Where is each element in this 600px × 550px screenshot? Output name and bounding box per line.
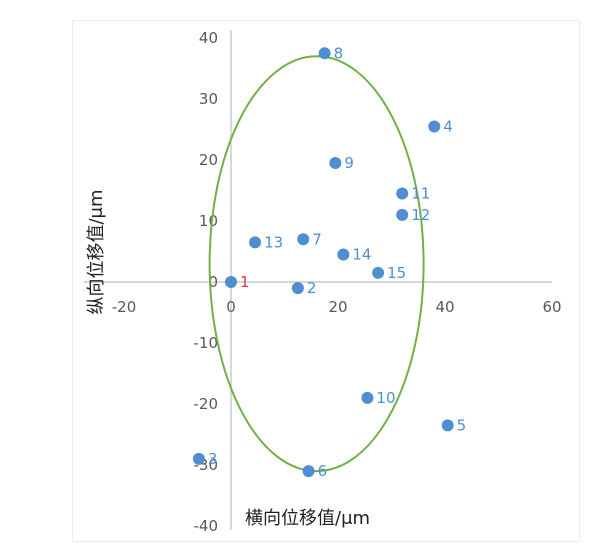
x-tick-label: 60 xyxy=(542,298,561,316)
y-tick-label: 40 xyxy=(199,29,218,47)
y-tick-label: 10 xyxy=(199,212,218,230)
point-label: 1 xyxy=(240,273,250,291)
data-point-6: 6 xyxy=(302,462,328,480)
data-point-10: 10 xyxy=(361,389,396,407)
data-point-2: 2 xyxy=(291,279,317,297)
y-tick-label: 0 xyxy=(208,273,218,291)
point-marker xyxy=(302,465,315,478)
point-label: 12 xyxy=(411,206,430,224)
point-marker xyxy=(337,248,350,261)
data-point-14: 14 xyxy=(337,246,371,264)
x-tick-label: -20 xyxy=(112,298,137,316)
data-point-13: 13 xyxy=(249,233,283,251)
point-marker xyxy=(361,391,374,404)
y-tick-label: -20 xyxy=(194,395,219,413)
chart-frame xyxy=(72,20,580,542)
point-label: 8 xyxy=(334,44,344,62)
point-label: 4 xyxy=(443,117,453,135)
data-point-8: 8 xyxy=(318,44,344,62)
point-label: 11 xyxy=(411,185,430,203)
point-marker xyxy=(396,208,409,221)
point-marker xyxy=(318,47,331,60)
point-marker xyxy=(225,276,237,288)
point-label: 7 xyxy=(312,230,322,248)
data-point-9: 9 xyxy=(329,154,354,172)
point-label: 6 xyxy=(318,462,328,480)
point-label: 5 xyxy=(457,416,467,434)
point-label: 2 xyxy=(307,279,317,297)
point-label: 9 xyxy=(344,154,354,172)
point-label: 13 xyxy=(264,233,283,251)
point-label: 14 xyxy=(352,246,371,264)
ellipse-layer xyxy=(208,55,425,473)
point-marker xyxy=(372,266,385,279)
y-tick-label: -10 xyxy=(194,334,219,352)
point-marker xyxy=(291,282,304,295)
point-marker xyxy=(396,187,409,200)
data-point-12: 12 xyxy=(396,206,430,224)
y-axis-title: 纵向位移值/μm xyxy=(86,189,107,314)
y-tick-label: 20 xyxy=(199,151,218,169)
point-marker xyxy=(249,236,262,249)
point-label: 10 xyxy=(376,389,395,407)
data-point-3: 3 xyxy=(192,450,218,468)
point-marker xyxy=(192,452,205,465)
data-point-15: 15 xyxy=(372,264,406,282)
point-marker xyxy=(441,419,454,432)
point-marker xyxy=(428,120,441,133)
point-label: 15 xyxy=(387,264,406,282)
x-tick-label: 0 xyxy=(226,298,236,316)
data-point-5: 5 xyxy=(441,416,467,434)
point-marker xyxy=(329,157,342,170)
cluster-ellipse xyxy=(208,55,425,473)
y-tick-label: -40 xyxy=(194,517,219,535)
y-tick-label: 30 xyxy=(199,90,218,108)
data-point-1: 1 xyxy=(225,273,250,291)
x-axis-title: 横向位移值/μm xyxy=(245,508,370,529)
x-tick-label: 20 xyxy=(328,298,347,316)
data-point-4: 4 xyxy=(428,117,453,135)
data-point-7: 7 xyxy=(297,230,322,248)
x-tick-label: 40 xyxy=(435,298,454,316)
point-marker xyxy=(297,233,310,246)
data-point-11: 11 xyxy=(396,185,430,203)
point-label: 3 xyxy=(208,450,218,468)
